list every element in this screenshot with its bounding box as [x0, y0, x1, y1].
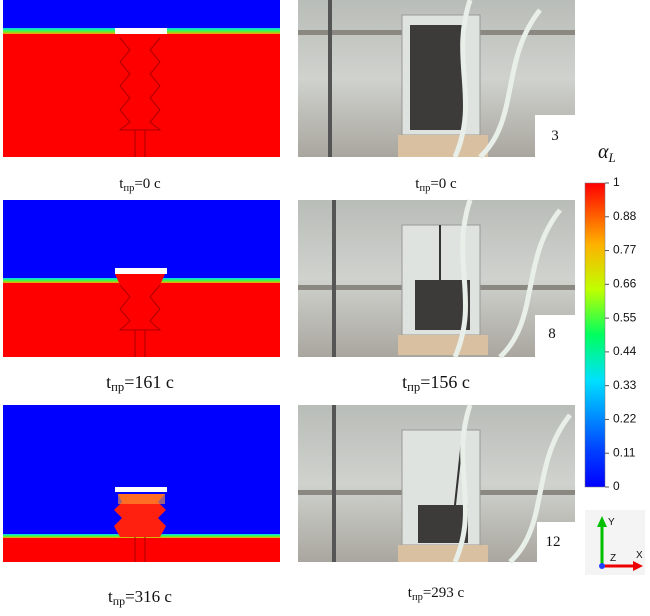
tick-label: 0.33	[613, 378, 637, 392]
photo: 3	[298, 0, 575, 159]
caption-subscript: пр	[419, 183, 430, 194]
axis-label: Z	[610, 553, 616, 564]
caption-t: t	[119, 176, 124, 192]
simulation-panel	[3, 405, 280, 562]
photo-label: 12	[546, 534, 561, 550]
tick-label: 0.55	[613, 310, 637, 324]
colorbar-ticks: 1 0.88 0.77 0.66 0.55 0.44 0.33 0.22 0.11 0	[605, 175, 637, 493]
caption: tпр=0 с	[119, 176, 161, 194]
caption-rest: =316 с	[125, 587, 172, 606]
tick-label: 0.11	[613, 445, 636, 459]
photo: 8	[298, 199, 575, 359]
colorbar-label: αL	[598, 141, 616, 165]
caption-rest: =0 с	[430, 176, 457, 192]
caption: tпр=156 с	[402, 372, 470, 394]
caption-subscript: пр	[412, 592, 423, 603]
caption-subscript: пр	[407, 380, 420, 394]
photo: 12	[298, 404, 575, 564]
axis-label: X	[636, 550, 643, 561]
caption-rest: =156 с	[420, 372, 470, 392]
caption-subscript: пр	[111, 380, 124, 394]
symbol: α	[598, 141, 609, 163]
caption-t: t	[108, 587, 113, 606]
caption-subscript: пр	[123, 183, 134, 194]
axis-label: Y	[608, 517, 615, 528]
simulation-panel	[3, 0, 280, 157]
photo-label: 8	[548, 326, 556, 342]
caption-t: t	[106, 372, 111, 392]
caption: tпр=316 с	[108, 587, 172, 608]
subscript: L	[608, 150, 616, 165]
caption-t: t	[402, 372, 407, 392]
caption: tпр=293 с	[408, 585, 465, 603]
tick-label: 0.77	[613, 243, 637, 257]
caption: tпр=161 с	[106, 372, 174, 394]
caption-t: t	[415, 176, 420, 192]
caption-rest: =293 с	[423, 585, 465, 601]
tick-label: 0.88	[613, 209, 637, 223]
caption-t: t	[408, 585, 413, 601]
caption-rest: =0 с	[134, 176, 161, 192]
colorbar	[584, 182, 606, 488]
simulation-panel	[3, 200, 280, 357]
tick-label: 0.44	[613, 344, 637, 358]
caption-subscript: пр	[113, 594, 125, 608]
tick-label: 1	[613, 175, 620, 189]
tick-label: 0.22	[613, 412, 637, 426]
caption-rest: =161 с	[124, 372, 174, 392]
tick-label: 0.66	[613, 277, 637, 291]
axis-triad: Y Z X	[585, 510, 645, 575]
photo-label: 3	[551, 128, 559, 144]
tick-label: 0	[613, 479, 620, 493]
caption: tпр=0 с	[415, 176, 457, 194]
